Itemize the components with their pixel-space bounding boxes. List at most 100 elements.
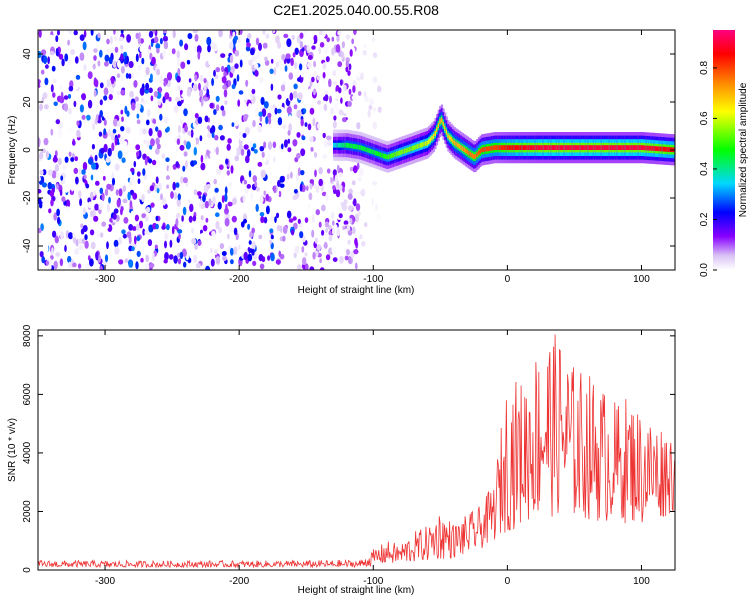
heatmap-cell: [252, 143, 257, 149]
heatmap-cell: [345, 119, 351, 128]
heatmap-cell: [49, 190, 55, 198]
heatmap-cell: [81, 114, 86, 120]
heatmap-cell: [250, 48, 255, 56]
heatmap-cell: [247, 223, 251, 230]
heatmap-cell: [72, 231, 76, 238]
heatmap-cell: [143, 139, 147, 144]
heatmap-cell: [168, 96, 172, 102]
heatmap-cell: [360, 145, 363, 151]
heatmap-cell: [139, 44, 145, 53]
heatmap-cell: [328, 224, 332, 231]
heatmap-cell: [105, 157, 111, 163]
heatmap-cell: [131, 73, 135, 79]
heatmap-cell: [510, 145, 513, 150]
heatmap-cell: [432, 134, 435, 139]
heatmap-cell: [47, 169, 53, 176]
heatmap-cell: [82, 161, 88, 171]
heatmap-cell: [248, 59, 253, 66]
heatmap-cell: [242, 133, 247, 138]
heatmap-cell: [83, 64, 87, 71]
heatmap-cell: [230, 165, 234, 174]
heatmap-y-axis: -40 -20 0 20 40: [22, 48, 675, 253]
heatmap-cell: [461, 146, 464, 151]
x-tick-label: 100: [633, 274, 650, 285]
heatmap-cell: [183, 139, 187, 146]
heatmap-cell: [651, 145, 654, 151]
heatmap-cell: [118, 129, 121, 135]
heatmap-cell: [300, 118, 304, 127]
heatmap-cell: [197, 51, 201, 60]
heatmap-cell: [243, 251, 248, 261]
heatmap-cell: [200, 98, 204, 107]
heatmap-cell: [197, 240, 202, 246]
heatmap-cell: [58, 53, 64, 60]
heatmap-cell: [332, 257, 338, 262]
heatmap-cell: [218, 30, 223, 38]
heatmap-cell: [93, 55, 97, 61]
heatmap-cell: [63, 95, 69, 100]
heatmap-cell: [306, 185, 309, 191]
heatmap-cell: [340, 97, 343, 104]
heatmap-cell: [434, 131, 437, 136]
heatmap-cell: [61, 196, 66, 203]
heatmap-cell: [343, 84, 347, 91]
heatmap-cell: [237, 244, 241, 251]
heatmap-cell: [39, 251, 44, 258]
heatmap-cell: [229, 224, 234, 233]
heatmap-cell: [68, 128, 73, 134]
heatmap-cell: [223, 71, 227, 78]
heatmap-cell: [344, 228, 348, 234]
heatmap-cell: [330, 107, 334, 115]
heatmap-cell: [254, 107, 259, 116]
heatmap-cell: [645, 145, 648, 151]
heatmap-cell: [129, 90, 134, 98]
heatmap-cell: [318, 30, 324, 36]
heatmap-cell: [275, 212, 280, 219]
heatmap-cell: [189, 248, 193, 254]
heatmap-cell: [323, 46, 329, 55]
heatmap-cell: [100, 147, 105, 154]
heatmap-cell: [281, 106, 284, 112]
heatmap-cell: [332, 227, 335, 236]
colorbar-gradient: [713, 30, 735, 270]
heatmap-cell: [158, 256, 163, 263]
heatmap-cell: [183, 151, 188, 157]
heatmap-cell: [635, 145, 638, 150]
heatmap-cell: [465, 148, 468, 154]
heatmap-cell: [297, 167, 301, 176]
heatmap-cell: [221, 76, 227, 84]
heatmap-cell: [306, 46, 310, 51]
heatmap-cell: [281, 143, 284, 150]
heatmap-cell: [234, 63, 239, 69]
heatmap-cell: [458, 143, 461, 149]
heatmap-cell: [361, 188, 366, 197]
heatmap-cell: [155, 43, 161, 50]
heatmap-cell: [179, 119, 184, 125]
heatmap-cell: [68, 30, 72, 35]
heatmap-cell: [331, 245, 337, 254]
heatmap-cell: [211, 77, 215, 87]
heatmap-cell: [52, 156, 58, 163]
heatmap-cell: [270, 83, 274, 91]
heatmap-cell: [662, 146, 666, 152]
heatmap-cell: [55, 48, 59, 57]
heatmap-cell: [477, 150, 481, 156]
heatmap-cell: [288, 218, 294, 223]
heatmap-cell: [233, 35, 238, 41]
heatmap-cell: [311, 214, 315, 223]
heatmap-cell: [568, 145, 571, 150]
heatmap-plot-area: [38, 30, 675, 270]
heatmap-cell: [273, 185, 277, 194]
heatmap-cell: [640, 145, 643, 150]
heatmap-cell: [67, 39, 70, 46]
heatmap-cell: [445, 129, 448, 135]
heatmap-cell: [317, 100, 321, 105]
heatmap-cell: [175, 212, 181, 219]
heatmap-cell: [262, 42, 268, 49]
heatmap-cell: [204, 30, 209, 36]
heatmap-cell: [163, 116, 169, 124]
heatmap-cell: [303, 108, 307, 114]
heatmap-cell: [642, 145, 645, 150]
heatmap-cell: [267, 255, 271, 261]
heatmap-cell: [605, 145, 608, 150]
